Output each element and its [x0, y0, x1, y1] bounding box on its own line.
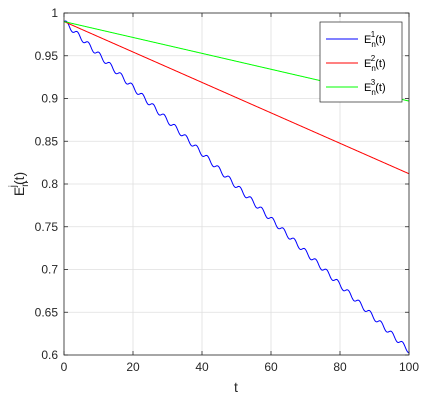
legend-label-series-1: En1(t)	[364, 30, 386, 49]
series-line-1	[63, 20, 410, 354]
y-tick-label: 0.75	[35, 220, 59, 234]
series-line-2	[63, 21, 410, 175]
x-axis-label: t	[234, 379, 238, 395]
y-tick-label: 0.7	[41, 263, 58, 277]
svg-text:Enj(t): Enj(t)	[8, 172, 31, 196]
x-tick-label: 40	[195, 360, 209, 374]
legend-box	[319, 21, 403, 103]
y-tick-label: 0.65	[35, 305, 59, 319]
y-tick-label: 1	[51, 6, 58, 20]
y-tick-label: 0.6	[41, 348, 58, 362]
x-tick-label: 20	[126, 360, 140, 374]
y-tick-label: 0.8	[41, 177, 58, 191]
y-tick-labels: 0.6 0.65 0.7 0.75 0.8 0.85 0.9 0.95 1	[35, 6, 59, 362]
y-tick-label: 0.9	[41, 92, 58, 106]
x-tick-label: 60	[264, 360, 278, 374]
x-tick-labels: 0 20 40 60 80 100	[61, 360, 420, 374]
x-tick-label: 100	[399, 360, 419, 374]
y-axis-label-sup: j	[8, 185, 19, 188]
y-axis-label-sub: n	[20, 181, 31, 187]
y-axis-label-suffix: (t)	[11, 172, 27, 185]
y-tick-label: 0.95	[35, 49, 59, 63]
y-axis-label-base: E	[11, 187, 27, 196]
y-axis-label: Enj(t)	[8, 172, 31, 196]
x-tick-label: 80	[333, 360, 347, 374]
y-tick-label: 0.85	[35, 134, 59, 148]
x-tick-label: 0	[61, 360, 68, 374]
legend-label-series-2: En2(t)	[364, 54, 386, 73]
legend: En1(t) En2(t) En3(t)	[319, 21, 403, 103]
ticks	[63, 12, 410, 356]
legend-label-series-3: En3(t)	[364, 78, 386, 97]
